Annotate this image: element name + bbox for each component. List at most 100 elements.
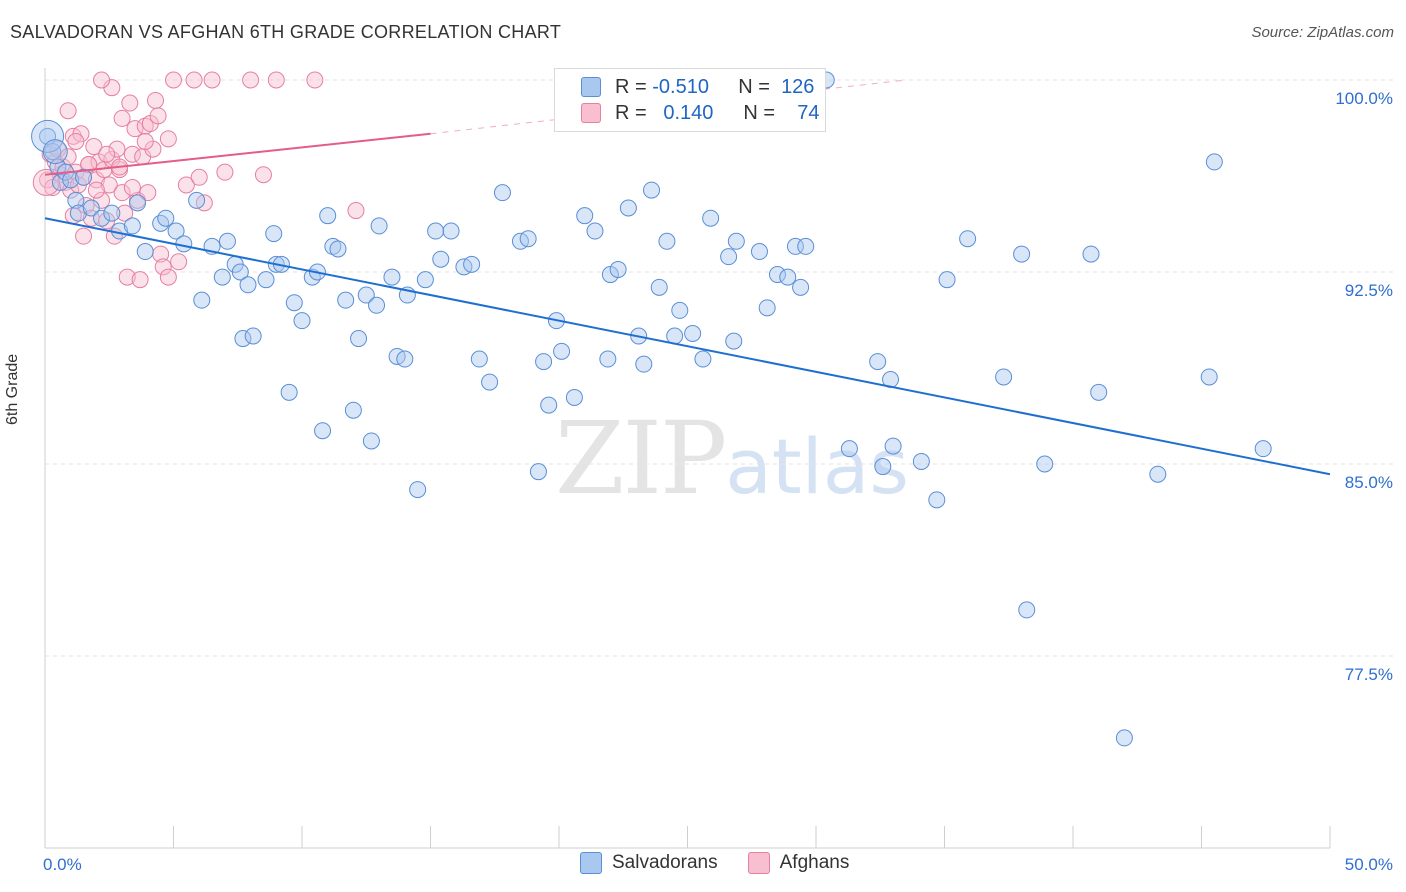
salvadoran-point xyxy=(586,222,604,240)
salvadoran-point xyxy=(609,260,627,278)
salvadoran-point xyxy=(995,368,1013,386)
salvadoran-point xyxy=(874,458,892,476)
afghan-point xyxy=(126,120,144,138)
salvadoran-point xyxy=(529,463,547,481)
salvadoran-point xyxy=(1205,153,1223,171)
salvadoran-point xyxy=(329,240,347,258)
salvadoran-point xyxy=(193,291,211,309)
salvadoran-point xyxy=(432,250,450,268)
salvadoran-point xyxy=(129,194,147,212)
salvadoran-point xyxy=(93,209,111,227)
afghan-point xyxy=(113,184,131,202)
afghan-point xyxy=(108,140,126,158)
afghan-point xyxy=(203,71,221,89)
afghan-point xyxy=(123,179,141,197)
salvadoran-point xyxy=(51,173,69,191)
salvadoran-point xyxy=(758,299,776,317)
y-tick-label: 77.5% xyxy=(1345,665,1393,684)
afghan-point xyxy=(100,176,118,194)
grid-lines xyxy=(45,79,1395,657)
trend-lines xyxy=(44,79,1331,476)
salvadoran-point xyxy=(337,291,355,309)
y-tick-label: 100.0% xyxy=(1335,89,1393,108)
salvadoran-point xyxy=(218,232,236,250)
salvadoran-point xyxy=(671,301,689,319)
salvadoran-point xyxy=(67,191,85,209)
salvadoran-point xyxy=(157,209,175,227)
salvadoran-point xyxy=(702,209,720,227)
legend-item-salvadorans[interactable]: Salvadorans xyxy=(580,852,718,874)
salvadoran-point xyxy=(1013,245,1031,263)
x-tick-label: 50.0% xyxy=(1345,855,1393,874)
afghan-point xyxy=(139,184,157,202)
salvadoran-point xyxy=(1018,601,1036,619)
afghan-point xyxy=(216,163,234,181)
afghans-label: Afghans xyxy=(779,852,850,873)
salvadoran-point xyxy=(357,286,375,304)
legend-swatch-pink xyxy=(581,103,601,123)
salvadoran-point xyxy=(658,232,676,250)
salvadoran-point xyxy=(188,191,206,209)
afghan-point xyxy=(116,204,134,222)
tick-labels: 100.0% 92.5% 85.0% 77.5% 0.0% 50.0% xyxy=(43,89,1393,874)
salvadoran-point xyxy=(239,276,257,294)
salvadoran-point xyxy=(362,432,380,450)
salvadoran-point xyxy=(684,324,702,342)
salvadoran-point xyxy=(768,266,786,284)
salvadoran-point xyxy=(519,230,537,248)
salvadoran-point xyxy=(383,268,401,286)
salvadoran-point xyxy=(75,168,93,186)
y-tick-label: 85.0% xyxy=(1345,473,1393,492)
legend-n-label: N = xyxy=(743,101,776,124)
afghan-point xyxy=(242,71,260,89)
salvadoran-point xyxy=(725,332,743,350)
salvadoran-point xyxy=(82,199,100,217)
salvadorans-label: Salvadorans xyxy=(612,852,718,873)
salvadoran-point xyxy=(1090,383,1108,401)
salvadoran-point xyxy=(938,271,956,289)
salvadoran-point xyxy=(234,330,252,348)
afghan-point xyxy=(177,176,195,194)
afghan-point xyxy=(190,168,208,186)
salvadoran-point xyxy=(231,263,249,281)
salvadoran-point xyxy=(136,243,154,261)
salvadoran-point xyxy=(493,184,511,202)
salvadoran-point xyxy=(720,248,738,266)
salvadoran-point xyxy=(463,255,481,273)
salvadoran-point xyxy=(470,350,488,368)
salvadoran-point xyxy=(535,353,553,371)
legend-item-afghans[interactable]: Afghans xyxy=(747,852,850,874)
y-axis-label: 6th Grade xyxy=(4,353,21,425)
source-label[interactable]: Source: ZipAtlas.com xyxy=(1251,24,1394,41)
legend-n-value: 126 xyxy=(781,75,815,98)
salvadorans-swatch xyxy=(580,852,602,874)
afghan-point xyxy=(75,227,93,245)
afghan-point xyxy=(154,258,172,276)
salvadoran-point xyxy=(285,294,303,312)
salvadoran-point xyxy=(1036,455,1054,473)
salvadoran-point xyxy=(884,437,902,455)
salvadoran-point xyxy=(344,401,362,419)
afghan-point xyxy=(306,71,324,89)
watermark: ZIPatlas xyxy=(555,400,909,517)
afghan-point xyxy=(185,71,203,89)
legend-n-label: N = xyxy=(738,75,770,98)
salvadoran-point xyxy=(928,491,946,509)
salvadoran-point xyxy=(416,271,434,289)
salvadoran-point xyxy=(42,139,68,165)
salvadoran-point xyxy=(244,327,262,345)
salvadoran-point xyxy=(912,452,930,470)
afghan-point xyxy=(98,145,116,163)
salvadoran-point xyxy=(293,312,311,330)
afghan-point xyxy=(93,71,111,89)
axes xyxy=(44,68,1331,849)
salvadoran-point xyxy=(370,217,388,235)
x-tick-label: 0.0% xyxy=(43,855,82,874)
salvadoran-point xyxy=(1115,729,1133,747)
salvadoran-point xyxy=(576,207,594,225)
salvadoran-point xyxy=(396,350,414,368)
salvadoran-point xyxy=(1082,245,1100,263)
salvadoran-point xyxy=(350,330,368,348)
salvadoran-point xyxy=(319,207,337,225)
afghan-point xyxy=(136,132,154,150)
